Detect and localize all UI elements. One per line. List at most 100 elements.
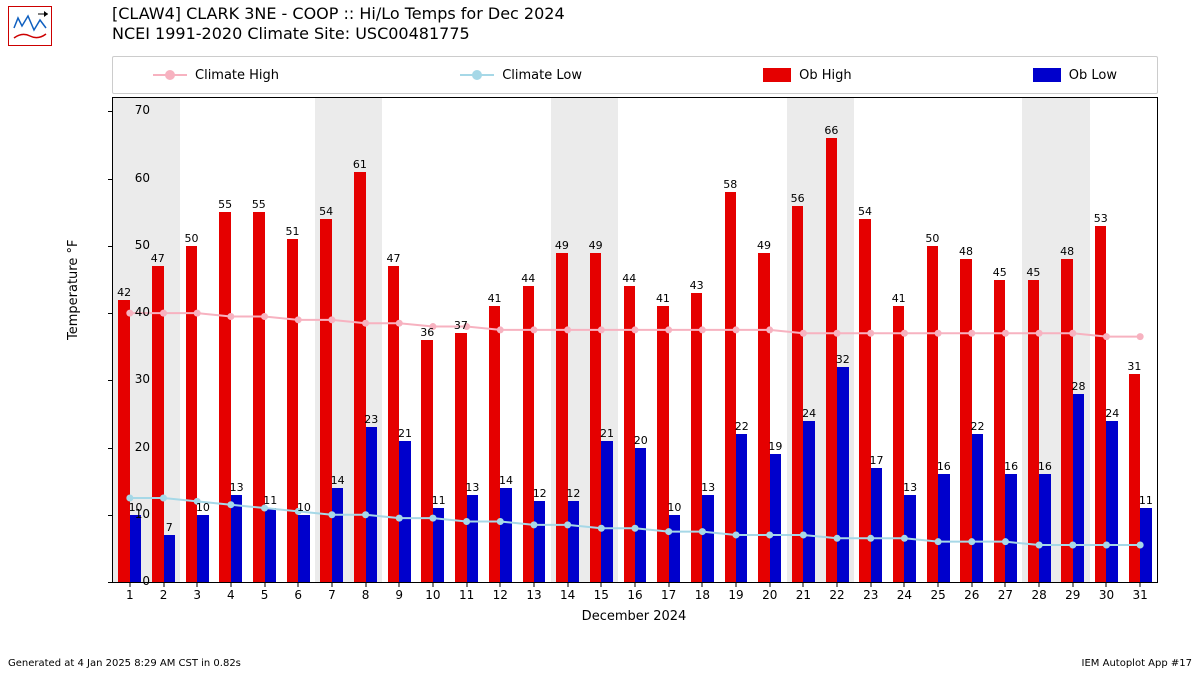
xtick-label: 21 [796,588,811,602]
climate-high-marker [834,330,841,337]
ob-low-label: 19 [768,440,782,453]
xtick-label: 30 [1099,588,1114,602]
ob-high-label: 56 [791,192,805,205]
ob-low-label: 32 [836,353,850,366]
xtick-label: 18 [695,588,710,602]
legend-climate-high-label: Climate High [195,68,279,83]
xtick-mark [432,582,433,587]
climate-high-marker [1103,333,1110,340]
xtick-label: 14 [560,588,575,602]
xtick-label: 4 [227,588,235,602]
climate-low-marker [227,501,234,508]
ob-low-label: 10 [196,501,210,514]
xtick-label: 3 [193,588,201,602]
legend-climate-high: Climate High [153,68,279,83]
climate-low-marker [632,525,639,532]
legend-climate-low: Climate Low [460,68,582,83]
xtick-mark [601,582,602,587]
climate-high-marker [699,326,706,333]
climate-high-marker [665,326,672,333]
xtick-mark [500,582,501,587]
climate-high-marker [766,326,773,333]
xtick-label: 29 [1065,588,1080,602]
ob-high-label: 45 [993,266,1007,279]
climate-high-marker [901,330,908,337]
ob-low-label: 21 [600,427,614,440]
climate-low-marker [396,515,403,522]
ob-high-label: 51 [286,225,300,238]
ob-low-label: 17 [869,454,883,467]
legend-ob-low: Ob Low [1033,68,1117,83]
climate-low-marker [1002,538,1009,545]
ob-low-label: 10 [667,501,681,514]
xtick-mark [533,582,534,587]
climate-low-marker [598,525,605,532]
ob-low-label: 13 [701,481,715,494]
ytick-label: 0 [120,574,150,588]
climate-low-line [130,498,1140,545]
ob-high-label: 41 [892,292,906,305]
xtick-mark [466,582,467,587]
ob-high-label: 47 [387,252,401,265]
climate-high-marker [1036,330,1043,337]
xtick-mark [635,582,636,587]
ob-high-label: 41 [656,292,670,305]
climate-low-marker [733,531,740,538]
climate-lines-layer [113,98,1157,582]
xtick-label: 8 [362,588,370,602]
ob-high-label: 44 [521,272,535,285]
iem-logo [8,6,52,46]
ob-low-label: 11 [1139,494,1153,507]
xtick-mark [1039,582,1040,587]
ob-high-label: 54 [319,205,333,218]
climate-high-marker [261,313,268,320]
xtick-mark [331,582,332,587]
chart-plot-area: 1234567891011121314151617181920212223242… [112,97,1158,583]
xtick-mark [837,582,838,587]
ob-high-label: 53 [1094,212,1108,225]
xtick-mark [399,582,400,587]
climate-low-marker [968,538,975,545]
climate-high-marker [362,320,369,327]
xtick-mark [197,582,198,587]
xtick-label: 26 [964,588,979,602]
ob-low-label: 22 [735,420,749,433]
legend: Climate High Climate Low Ob High Ob Low [112,56,1158,94]
xtick-mark [736,582,737,587]
climate-high-marker [935,330,942,337]
climate-high-marker [160,310,167,317]
climate-low-marker [160,494,167,501]
xtick-mark [668,582,669,587]
climate-high-marker [194,310,201,317]
ob-low-label: 14 [499,474,513,487]
xtick-label: 28 [1031,588,1046,602]
legend-ob-high-label: Ob High [799,68,852,83]
xtick-label: 20 [762,588,777,602]
xtick-label: 9 [395,588,403,602]
ob-low-label: 23 [364,413,378,426]
xtick-mark [702,582,703,587]
y-axis-label: Temperature °F [66,240,81,340]
xtick-mark [769,582,770,587]
ob-low-label: 16 [937,460,951,473]
legend-ob-low-label: Ob Low [1069,68,1117,83]
ob-high-label: 48 [1060,245,1074,258]
xtick-label: 24 [897,588,912,602]
ob-high-label: 49 [757,239,771,252]
xtick-mark [298,582,299,587]
xtick-mark [904,582,905,587]
ob-high-label: 42 [117,286,131,299]
ob-low-label: 28 [1072,380,1086,393]
climate-high-marker [867,330,874,337]
ob-low-label: 13 [230,481,244,494]
xtick-mark [870,582,871,587]
xtick-mark [938,582,939,587]
climate-low-marker [429,515,436,522]
footer-app: IEM Autoplot App #17 [1082,658,1192,669]
title-line-1: [CLAW4] CLARK 3NE - COOP :: Hi/Lo Temps … [112,4,565,24]
climate-low-marker [497,518,504,525]
climate-high-marker [227,313,234,320]
ob-high-label: 66 [824,124,838,137]
ob-low-label: 24 [802,407,816,420]
ob-low-label: 16 [1038,460,1052,473]
